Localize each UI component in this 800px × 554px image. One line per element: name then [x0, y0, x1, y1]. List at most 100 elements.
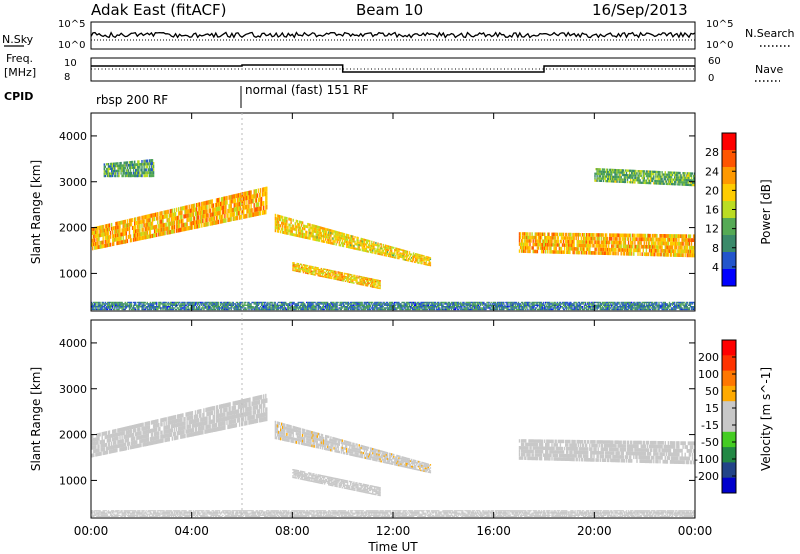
heatmap-cell [275, 217, 278, 221]
heatmap-cell [117, 221, 119, 226]
heatmap-cell [108, 239, 111, 243]
heatmap-cell [393, 304, 395, 306]
heatmap-cell [302, 268, 305, 271]
heatmap-cell [178, 307, 180, 309]
heatmap-cell [310, 301, 312, 304]
heatmap-cell [108, 223, 111, 228]
heatmap-cell [292, 301, 294, 304]
heatmap-cell [274, 307, 276, 309]
heatmap-cell [244, 191, 246, 197]
heatmap-cell [311, 273, 313, 275]
heatmap-cell [229, 212, 231, 218]
heatmap-cell [165, 301, 167, 304]
heatmap-cell [451, 306, 454, 308]
heatmap-cell [528, 235, 530, 240]
heatmap-cell [235, 215, 238, 221]
heatmap-cell [271, 306, 273, 308]
heatmap-cell [641, 237, 643, 242]
heatmap-cell [441, 307, 443, 309]
heatmap-cell [204, 205, 206, 210]
heatmap-cell [555, 243, 557, 247]
heatmap-cell [250, 304, 252, 306]
heatmap-cell [397, 249, 399, 252]
heatmap-cell [460, 301, 462, 304]
heatmap-cell [315, 308, 317, 311]
heatmap-cell [281, 306, 284, 308]
heatmap-cell [539, 301, 542, 304]
heatmap-cell [484, 304, 486, 306]
heatmap-cell [185, 226, 187, 231]
heatmap-cell [423, 307, 425, 309]
heatmap-cell [135, 303, 137, 305]
heatmap-cell [424, 308, 426, 311]
heatmap-cell [444, 306, 446, 308]
heatmap-cell [352, 237, 354, 241]
heatmap-cell [418, 257, 420, 259]
heatmap-cell [255, 198, 257, 203]
heatmap-cell [239, 192, 242, 198]
heatmap-cell [249, 195, 251, 200]
heatmap-cell [277, 214, 280, 218]
heatmap-cell [210, 216, 212, 222]
heatmap-cell [365, 280, 368, 282]
heatmap-cell [361, 238, 363, 241]
heatmap-cell [518, 239, 521, 243]
heatmap-cell [203, 308, 205, 311]
heatmap-cell [618, 244, 620, 249]
heatmap-cell [664, 241, 666, 246]
heatmap-cell [276, 226, 279, 230]
heatmap-cell [591, 251, 593, 255]
heatmap-cell [302, 308, 305, 311]
heatmap-cell [304, 269, 307, 271]
heatmap-cell [536, 303, 539, 305]
heatmap-cell [373, 304, 375, 306]
heatmap-cell [605, 233, 608, 237]
heatmap-cell [582, 243, 585, 248]
heatmap-cell [431, 306, 434, 308]
heatmap-cell [203, 222, 205, 228]
heatmap-cell [395, 304, 397, 306]
heatmap-cell [474, 307, 477, 309]
heatmap-cell [258, 211, 261, 216]
heatmap-cell [208, 208, 210, 213]
heatmap-cell [504, 306, 506, 308]
heatmap-cell [393, 252, 395, 255]
heatmap-cell [377, 279, 379, 282]
heatmap-cell [159, 211, 161, 216]
heatmap-cell [667, 234, 670, 238]
heatmap-cell [342, 301, 345, 304]
heatmap-cell [171, 217, 174, 222]
heatmap-cell [306, 307, 308, 309]
heatmap-cell [356, 303, 358, 305]
heatmap-cell [144, 307, 146, 309]
heatmap-cell [363, 245, 366, 248]
heatmap-cell [203, 303, 205, 305]
heatmap-cell [112, 304, 114, 306]
heatmap-cell [221, 301, 223, 304]
heatmap-cell [328, 241, 330, 244]
heatmap-cell [326, 230, 328, 234]
heatmap-cell [115, 221, 117, 226]
heatmap-cell [595, 244, 597, 248]
heatmap-cell [234, 303, 237, 305]
heatmap-cell [364, 281, 367, 284]
heatmap-cell [328, 238, 330, 242]
heatmap-cell [201, 206, 203, 211]
heatmap-cell [397, 248, 399, 250]
heatmap-cell [427, 301, 429, 304]
heatmap-cell [167, 308, 169, 311]
heatmap-cell [228, 304, 230, 306]
heatmap-cell [398, 250, 400, 252]
heatmap-cell [227, 306, 229, 308]
cpid-segment-1: rbsp 200 RF [96, 93, 168, 107]
heatmap-cell [387, 307, 390, 309]
heatmap-cell [214, 220, 217, 225]
heatmap-cell [120, 304, 122, 306]
heatmap-cell [182, 223, 184, 228]
heatmap-cell [123, 223, 125, 228]
heatmap-cell [216, 211, 219, 216]
heatmap-cell [194, 301, 197, 304]
heatmap-cell [145, 306, 147, 308]
heatmap-cell [335, 275, 337, 277]
heatmap-cell [141, 307, 143, 309]
